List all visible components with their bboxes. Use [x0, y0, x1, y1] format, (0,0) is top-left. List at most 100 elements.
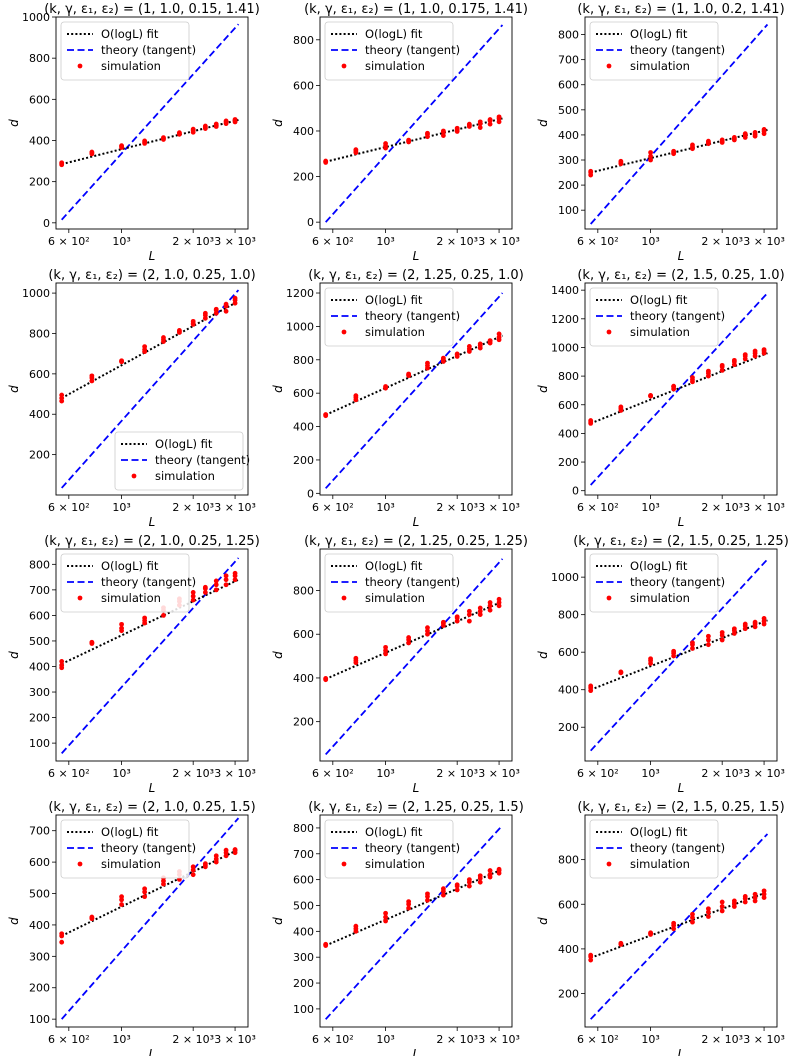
simulation-point: [705, 906, 711, 912]
x-tick-label: 2 × 10³: [436, 767, 478, 780]
simulation-point: [406, 899, 412, 905]
simulation-point: [719, 899, 725, 905]
simulation-point: [588, 168, 594, 174]
simulation-point: [487, 121, 493, 127]
simulation-point: [705, 637, 711, 643]
x-tick-label: 10³: [112, 1033, 130, 1046]
x-tick-label: 6 × 10²: [312, 1033, 354, 1046]
simulation-point: [487, 872, 493, 877]
chart-panel: (k, γ, ε₁, ε₂) = (2, 1.5, 0.25, 1.0) 0 200…: [536, 268, 785, 529]
x-tick-label: 6 × 10²: [577, 1033, 619, 1046]
simulation-point: [731, 626, 737, 632]
legend-simulation-swatch: [131, 473, 137, 479]
chart-panel: (k, γ, ε₁, ε₂) = (1, 1.0, 0.15, 1.41) 0 20…: [7, 2, 260, 263]
simulation-point: [588, 683, 594, 689]
x-axis-title: L: [413, 1047, 420, 1056]
simulation-point: [731, 136, 737, 142]
simulation-point: [690, 911, 695, 917]
simulation-point: [742, 894, 748, 899]
y-tick-label: 1000: [551, 571, 579, 584]
simulation-point: [425, 897, 430, 903]
y-tick-label: 400: [558, 943, 579, 956]
simulation-point: [690, 375, 695, 380]
x-tick-label: 3 × 10³: [214, 235, 256, 248]
x-tick-label: 10³: [641, 501, 659, 514]
simulation-point: [406, 138, 412, 144]
simulation-point: [752, 132, 758, 137]
y-tick-label: 400: [558, 129, 579, 142]
theory-line: [590, 292, 769, 486]
plot-area: [59, 289, 240, 489]
simulation-point: [671, 920, 677, 926]
y-tick-label: 1000: [551, 341, 579, 354]
y-tick-label: 100: [29, 737, 50, 750]
y-tick-label: 700: [558, 54, 579, 67]
legend-simulation-swatch: [341, 595, 347, 601]
x-tick-label: 2 × 10³: [436, 501, 478, 514]
x-tick-label: 3 × 10³: [214, 1033, 256, 1046]
legend-box: [324, 553, 454, 613]
simulation-point: [671, 384, 677, 390]
simulation-point: [213, 306, 219, 312]
legend-simulation-swatch: [606, 861, 612, 867]
simulation-point: [588, 957, 594, 963]
chart-title: (k, γ, ε₁, ε₂) = (2, 1.0, 0.25, 1.25): [44, 534, 260, 549]
plot-frame: [319, 548, 513, 762]
simulation-point: [323, 675, 329, 681]
simulation-point: [353, 148, 359, 154]
simulation-point: [190, 593, 196, 599]
simulation-point: [761, 891, 767, 897]
legend-theory-label: theory (tangent): [630, 309, 725, 323]
simulation-point: [496, 114, 502, 120]
simulation-point: [142, 615, 148, 621]
legend-theory-label: theory (tangent): [155, 453, 250, 467]
simulation-point: [176, 130, 182, 136]
simulation-point: [383, 910, 388, 916]
simulation-point: [477, 873, 483, 879]
legend-simulation-label: simulation: [365, 591, 425, 605]
simulation-point: [731, 898, 737, 904]
simulation-point: [648, 150, 653, 155]
y-tick-label: 300: [558, 154, 579, 167]
y-axis-title: d: [536, 385, 550, 393]
simulation-point: [761, 126, 767, 132]
simulation-point: [232, 577, 238, 583]
simulation-point: [425, 360, 430, 366]
simulation-point: [202, 590, 208, 595]
y-tick-label: 500: [29, 635, 50, 648]
y-tick-label: 1200: [551, 313, 579, 326]
legend-theory-label: theory (tangent): [630, 43, 725, 57]
x-tick-label: 6 × 10²: [312, 501, 354, 514]
simulation-point: [440, 133, 446, 138]
y-tick-label: 200: [558, 456, 579, 469]
simulation-point: [742, 352, 748, 358]
y-axis-title: d: [271, 917, 285, 925]
simulation-point: [353, 923, 359, 929]
simulation-point: [761, 895, 767, 900]
y-tick-label: 600: [29, 368, 50, 381]
simulation-point: [719, 637, 725, 643]
simulation-point: [383, 644, 388, 650]
x-tick-label: 3 × 10³: [743, 1033, 785, 1046]
chart-panel: (k, γ, ε₁, ε₂) = (2, 1.25, 0.25, 1.25) 20…: [271, 534, 528, 795]
chart-title: (k, γ, ε₁, ε₂) = (2, 1.5, 0.25, 1.25): [573, 534, 789, 549]
x-tick-label: 3 × 10³: [743, 767, 785, 780]
plot-area: [59, 23, 240, 221]
simulation-point: [383, 918, 388, 924]
simulation-point: [223, 301, 229, 307]
simulation-point: [496, 331, 502, 337]
legend-fit-label: O(logL) fit: [630, 825, 688, 839]
y-tick-label: 400: [29, 408, 50, 421]
y-tick-label: 200: [293, 454, 314, 467]
fit-line: [325, 600, 503, 680]
simulation-point: [477, 121, 483, 127]
simulation-point: [232, 295, 238, 301]
x-tick-label: 3 × 10³: [478, 1033, 520, 1046]
simulation-point: [761, 888, 767, 894]
y-axis-title: d: [536, 651, 550, 659]
simulation-point: [752, 348, 758, 354]
y-tick-label: 800: [293, 34, 314, 47]
x-tick-label: 2 × 10³: [701, 1033, 743, 1046]
y-tick-label: 600: [29, 93, 50, 106]
